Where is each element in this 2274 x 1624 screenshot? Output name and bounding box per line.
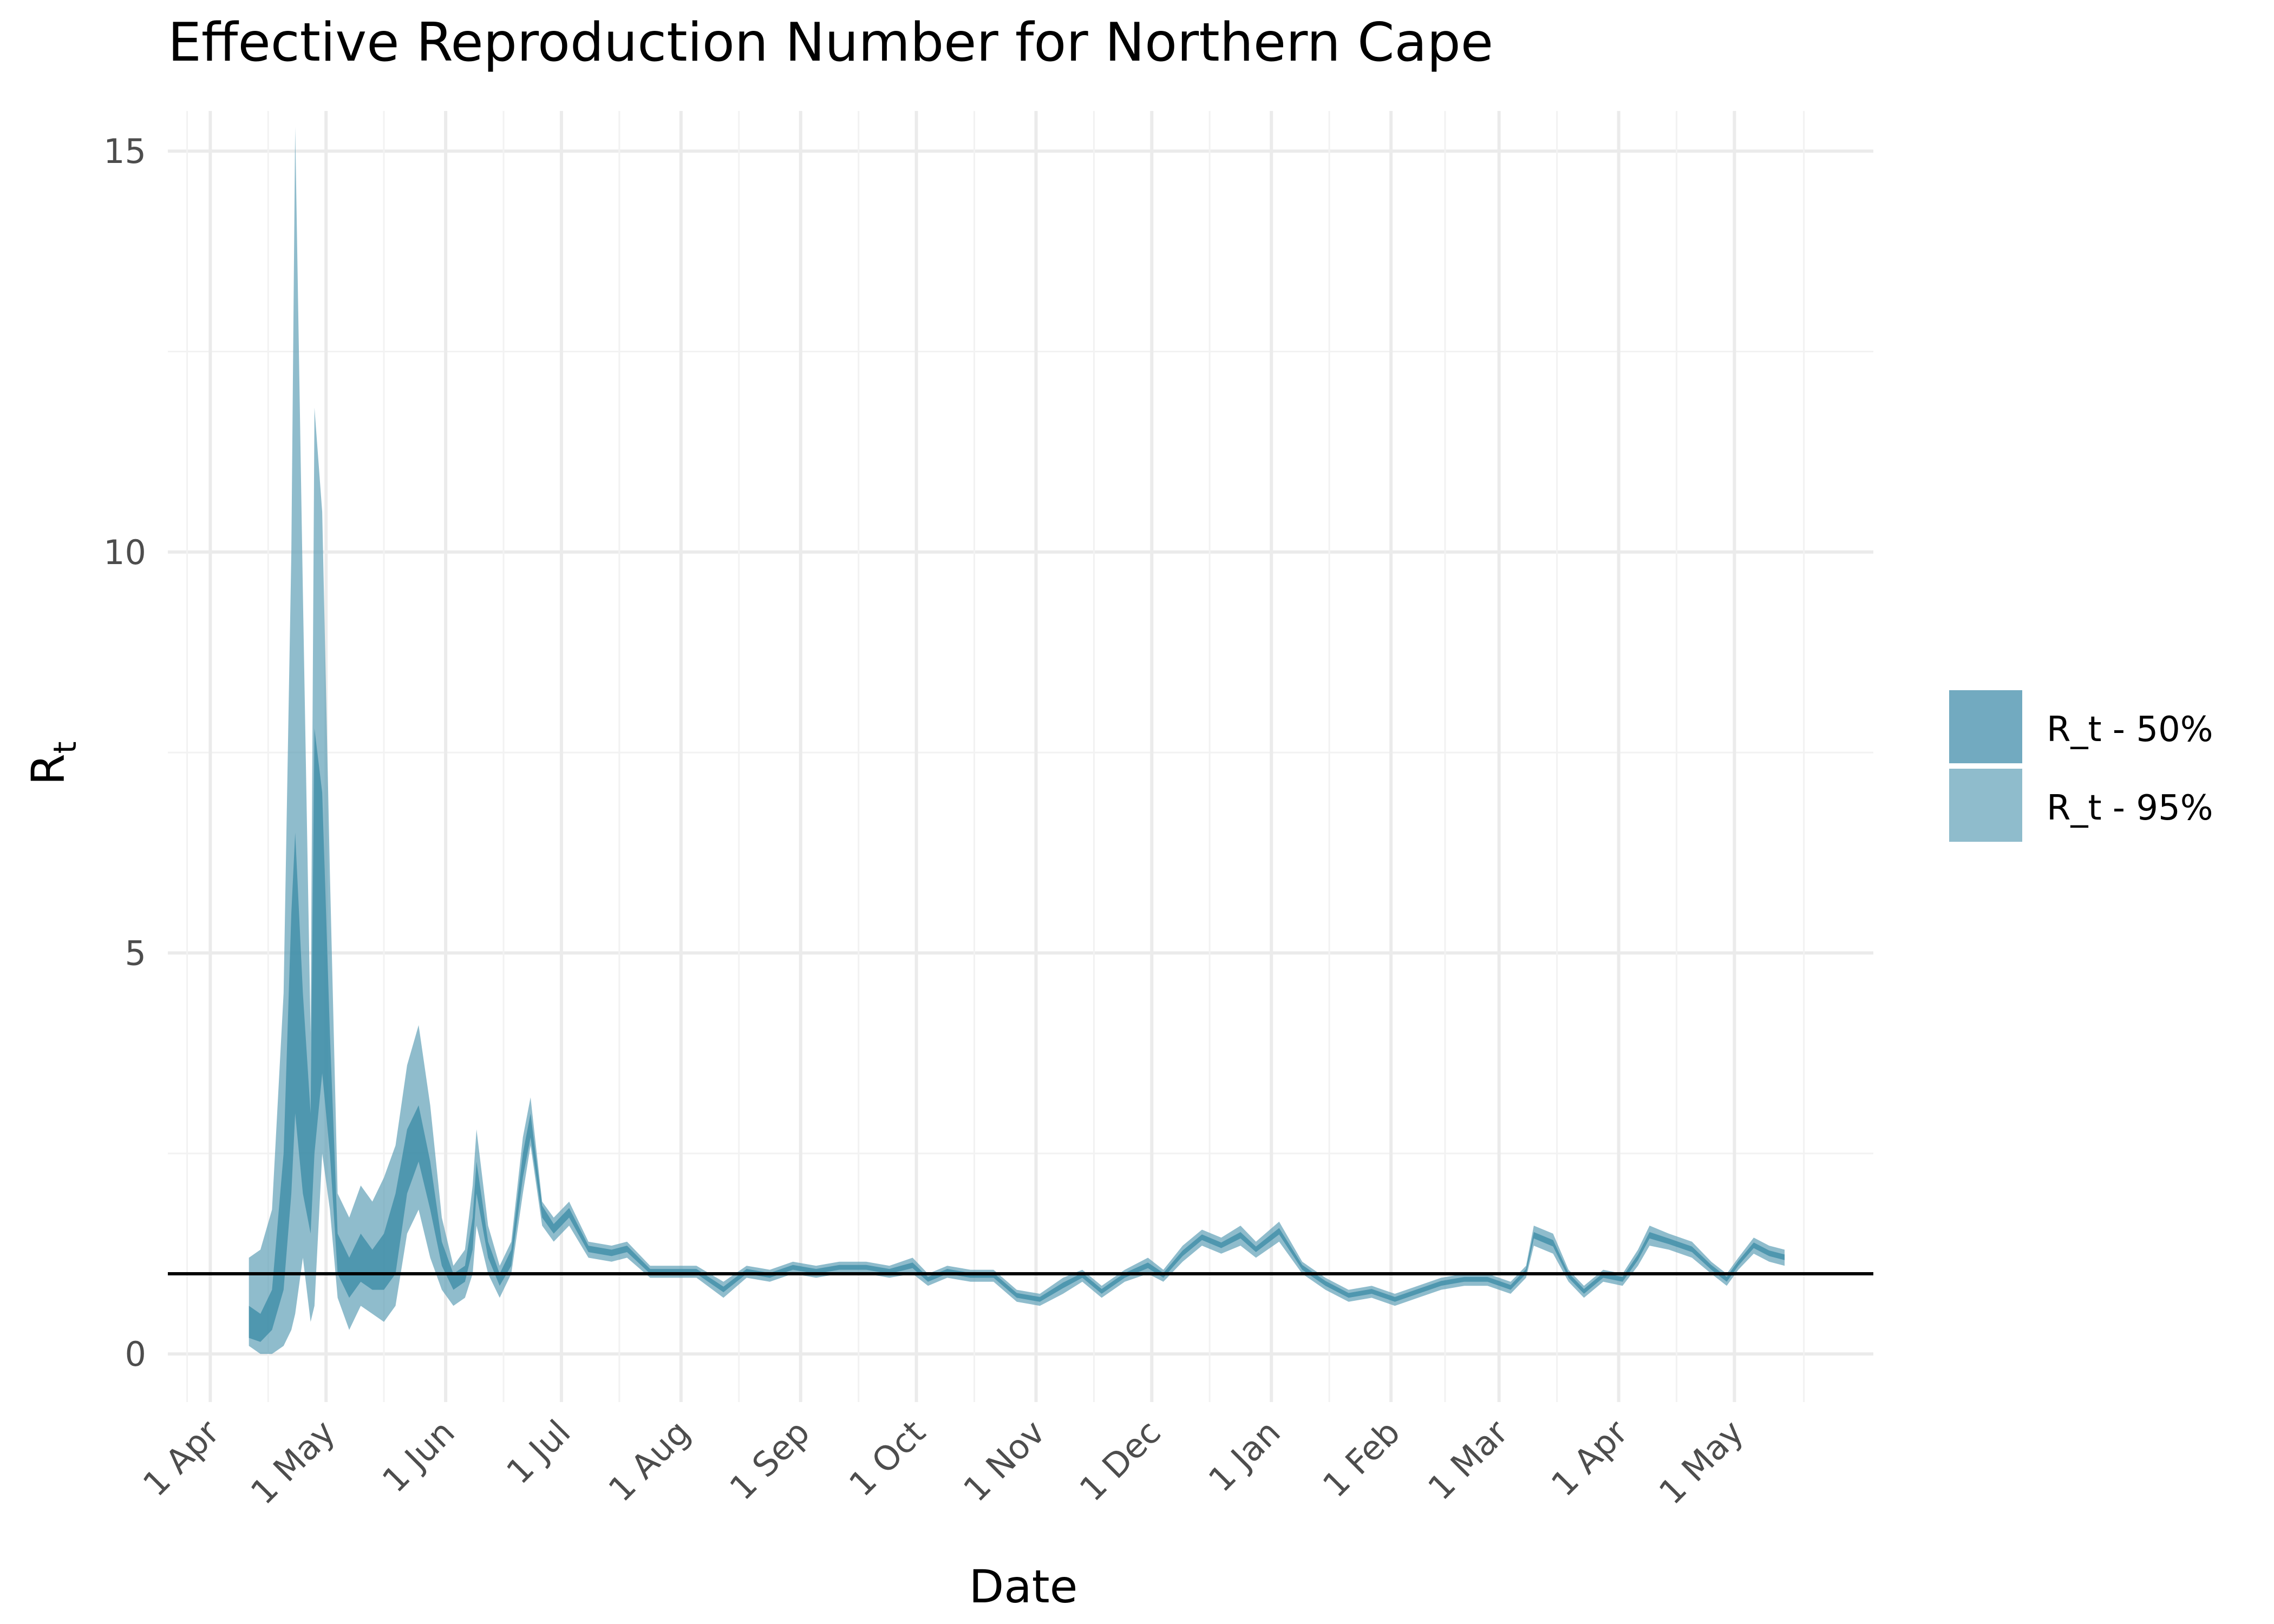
x-axis-ticks: 1 Apr 1 May 1 Jun 1 Jul 1 Aug 1 Sep 1 Oct 1 Nov…	[135, 1412, 1751, 1512]
grid-lines	[168, 111, 1873, 1402]
band-95	[249, 127, 1785, 1354]
y-axis-ticks: 0 5 10 15	[103, 132, 146, 1374]
x-tick-label: 1 Oct	[841, 1412, 933, 1504]
y-tick-label: 5	[125, 933, 146, 973]
y-tick-label: 10	[103, 533, 146, 572]
y-tick-label: 0	[125, 1334, 146, 1374]
legend-label-50: R_t - 50%	[2047, 710, 2213, 750]
x-tick-label: 1 Apr	[135, 1412, 227, 1504]
legend-label-95: R_t - 95%	[2047, 788, 2213, 828]
legend-item-50: R_t - 50%	[1949, 690, 2274, 766]
y-tick-label: 15	[103, 132, 146, 171]
x-tick-label: 1 Jan	[1201, 1412, 1288, 1499]
y-axis-title-subscript: t	[47, 741, 83, 754]
chart-title: Effective Reproduction Number for Northe…	[168, 12, 1493, 74]
x-tick-label: 1 Aug	[600, 1412, 697, 1509]
x-tick-label: 1 Sep	[722, 1412, 817, 1508]
legend-item-95: R_t - 95%	[1949, 769, 2274, 844]
x-tick-label: 1 Feb	[1315, 1412, 1408, 1505]
x-tick-label: 1 Jul	[499, 1412, 578, 1491]
y-axis-title-main: R	[22, 754, 75, 785]
legend-key-50	[1949, 690, 2022, 763]
confidence-bands	[249, 127, 1785, 1354]
legend-key-95	[1949, 769, 2022, 842]
x-tick-label: 1 Dec	[1072, 1412, 1168, 1509]
x-tick-label: 1 May	[243, 1412, 343, 1512]
x-tick-label: 1 Mar	[1420, 1412, 1516, 1508]
x-tick-label: 1 Jun	[375, 1412, 462, 1500]
x-tick-label: 1 Apr	[1544, 1412, 1636, 1504]
y-axis-title: Rt	[22, 741, 83, 785]
x-tick-label: 1 Nov	[956, 1412, 1053, 1509]
x-axis-title: Date	[969, 1560, 1078, 1613]
x-tick-label: 1 May	[1651, 1412, 1751, 1512]
